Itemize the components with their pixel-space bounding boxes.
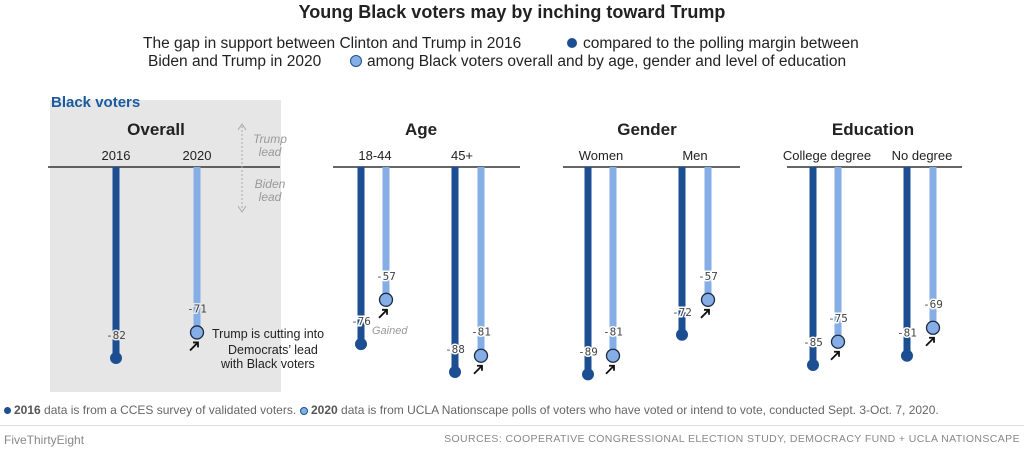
subtitle-line2-post: among Black voters overall and by age, g…	[367, 53, 846, 70]
annotation-line-3: with Black voters	[220, 357, 315, 371]
value-2016-education-no-degree: -81	[897, 327, 917, 340]
point-2016-education-college-degree	[807, 359, 819, 372]
note-2016-text: data is from a CCES survey of validated …	[44, 403, 297, 417]
legend-2020-dot	[350, 55, 362, 67]
point-2020-age-18-44	[378, 292, 394, 307]
biden-lead-label-1: Biden	[255, 177, 286, 191]
chart-title: Young Black voters may by inching toward…	[299, 2, 726, 22]
value-2020-age-18-44: -57	[376, 270, 396, 283]
section-label: Black voters	[51, 94, 140, 111]
value-2016-overall: -82	[106, 329, 126, 342]
point-2020-age-45-	[473, 348, 489, 363]
group-title-age: Age	[405, 120, 437, 139]
category-label-age-18-44: 18-44	[358, 148, 391, 163]
point-2020-gender-men	[700, 292, 716, 307]
point-2020-education-no-degree	[925, 320, 941, 335]
note-2020-text: data is from UCLA Nationscape polls of v…	[341, 403, 939, 417]
brand: FiveThirtyEight	[4, 433, 85, 447]
trump-lead-label-1: Trump	[253, 132, 287, 146]
value-2016-gender-women: -89	[578, 345, 598, 358]
value-2020-gender-men: -57	[698, 270, 718, 283]
trump-lead-label-2: lead	[259, 145, 282, 159]
point-2020-overall	[189, 325, 205, 340]
value-2016-age-45-: -88	[445, 343, 465, 356]
col-label-2016: 2016	[102, 148, 131, 163]
legend-2016-dot	[567, 38, 577, 48]
point-2016-education-no-degree	[901, 349, 913, 362]
footer-rule	[0, 425, 1024, 426]
sources: SOURCES: COOPERATIVE CONGRESSIONAL ELECT…	[444, 433, 1020, 445]
biden-lead-label-2: lead	[259, 190, 282, 204]
category-label-education-college-degree: College degree	[783, 148, 871, 163]
col-label-2020: 2020	[183, 148, 212, 163]
trend-arrow-icon-gender-men	[700, 308, 710, 319]
value-2020-age-45-: -81	[471, 326, 491, 339]
point-2016-gender-men	[676, 328, 688, 341]
point-2020-education-college-degree	[830, 334, 846, 349]
value-2020-education-no-degree: -69	[923, 298, 943, 311]
value-2016-gender-men: -72	[672, 306, 692, 319]
trend-arrow-icon-education-college-degree	[830, 350, 840, 361]
point-2016-age-45-	[449, 366, 461, 379]
up-arrow-icon	[237, 123, 247, 131]
trend-arrow-icon-overall	[189, 341, 199, 352]
group-title-overall: Overall	[127, 120, 185, 139]
group-title-gender: Gender	[617, 120, 677, 139]
dot-2016-icon	[4, 407, 11, 415]
point-2016-overall	[110, 352, 122, 365]
note-2016-label: 2016	[14, 403, 41, 417]
value-2020-gender-women: -81	[603, 326, 623, 339]
dot-2020-icon	[300, 406, 308, 415]
note-2020-label: 2020	[311, 403, 338, 417]
overall-panel	[50, 100, 281, 392]
value-2016-age-18-44: -76	[351, 315, 371, 328]
gained-note: Gained	[372, 325, 408, 337]
category-label-gender-women: Women	[579, 148, 624, 163]
group-title-education: Education	[832, 120, 914, 139]
subtitle-line2-pre: Biden and Trump in 2020	[148, 53, 322, 70]
category-label-gender-men: Men	[682, 148, 707, 163]
value-2016-education-college-degree: -85	[803, 336, 823, 349]
point-2020-gender-women	[605, 348, 621, 363]
value-2020-overall: -71	[187, 302, 207, 315]
trend-arrow-icon-age-18-44	[378, 308, 388, 319]
trend-arrow-icon-gender-women	[605, 364, 615, 375]
point-2016-gender-women	[582, 368, 594, 381]
category-label-age-45-: 45+	[451, 148, 473, 163]
note-2020: 2020 data is from UCLA Nationscape polls…	[300, 403, 939, 417]
category-label-education-no-degree: No degree	[892, 148, 953, 163]
annotation-line-2: Democrats’ lead	[228, 343, 318, 357]
subtitle-line1-post: compared to the polling margin between	[583, 35, 859, 52]
down-arrow-icon	[237, 205, 247, 213]
value-2020-education-college-degree: -75	[828, 312, 848, 325]
subtitle-line1-pre: The gap in support between Clinton and T…	[143, 35, 521, 52]
trend-arrow-icon-education-no-degree	[925, 336, 935, 347]
trend-arrow-icon-age-45-	[473, 364, 483, 375]
note-2016: 2016 data is from a CCES survey of valid…	[4, 403, 296, 417]
point-2016-age-18-44	[355, 338, 367, 351]
annotation-line-1: Trump is cutting into	[212, 327, 324, 341]
